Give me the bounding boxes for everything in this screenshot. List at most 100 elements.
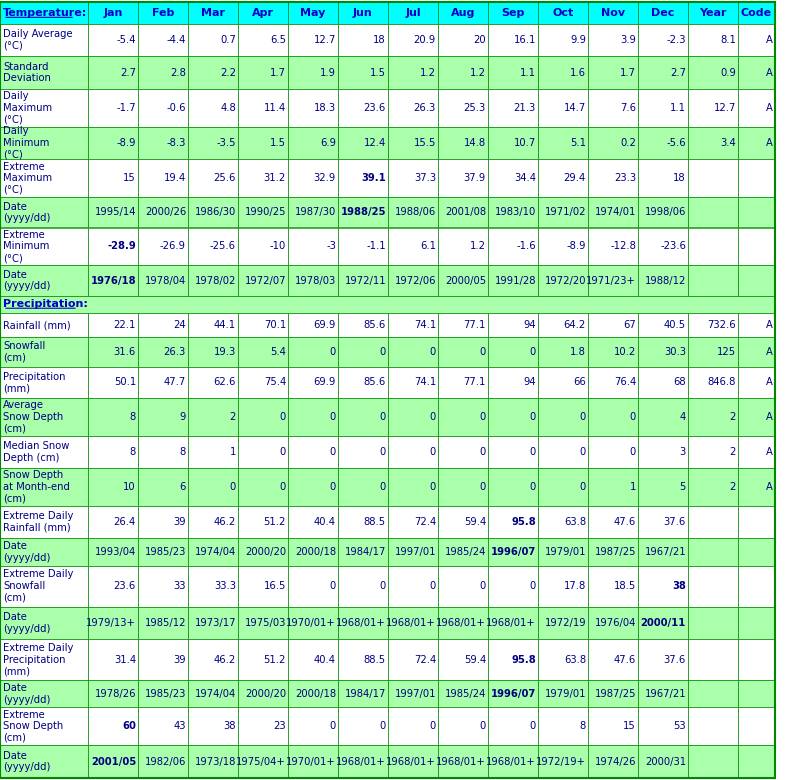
Text: 1983/10: 1983/10	[495, 207, 536, 218]
Text: 30.3: 30.3	[664, 347, 686, 357]
Bar	[738, 566, 775, 607]
Text: 2000/18: 2000/18	[295, 689, 336, 699]
Bar	[88, 566, 138, 607]
Bar	[738, 337, 775, 367]
Text: 15.5: 15.5	[414, 138, 436, 148]
Text: Mar: Mar	[201, 8, 225, 18]
Text: 0: 0	[480, 482, 486, 492]
Bar	[138, 566, 188, 607]
Text: 2: 2	[729, 482, 736, 492]
Bar	[138, 265, 188, 296]
Bar	[738, 2, 775, 24]
Bar	[138, 159, 188, 197]
Text: 125: 125	[717, 347, 736, 357]
Bar	[488, 159, 538, 197]
Text: 12.4: 12.4	[363, 138, 386, 148]
Text: 1.1: 1.1	[520, 68, 536, 77]
Bar	[138, 56, 188, 89]
Bar	[538, 2, 588, 24]
Bar	[288, 159, 338, 197]
Text: 26.3: 26.3	[164, 347, 186, 357]
Text: 1982/06: 1982/06	[144, 757, 186, 767]
Text: 8: 8	[180, 447, 186, 457]
Bar	[738, 607, 775, 639]
Bar	[388, 566, 438, 607]
Bar	[188, 337, 238, 367]
Bar	[438, 265, 488, 296]
Bar	[388, 746, 438, 778]
Bar	[388, 265, 438, 296]
Text: 8.1: 8.1	[720, 35, 736, 45]
Bar	[88, 24, 138, 56]
Bar	[538, 506, 588, 538]
Bar	[538, 197, 588, 228]
Bar	[738, 707, 775, 746]
Text: 94: 94	[524, 320, 536, 330]
Bar	[88, 398, 138, 435]
Bar	[338, 746, 388, 778]
Bar	[88, 126, 138, 159]
Bar	[688, 197, 738, 228]
Bar	[188, 639, 238, 680]
Text: -28.9: -28.9	[108, 242, 136, 251]
Bar	[738, 639, 775, 680]
Bar	[238, 707, 288, 746]
Bar	[88, 607, 138, 639]
Bar	[738, 265, 775, 296]
Bar	[438, 197, 488, 228]
Text: 1: 1	[630, 482, 636, 492]
Bar	[288, 680, 338, 707]
Text: 0.2: 0.2	[620, 138, 636, 148]
Text: 2.8: 2.8	[170, 68, 186, 77]
Text: 1.5: 1.5	[370, 68, 386, 77]
Text: 3.4: 3.4	[721, 138, 736, 148]
Bar	[738, 313, 775, 337]
Text: Extreme Daily
Snowfall
(cm): Extreme Daily Snowfall (cm)	[3, 569, 73, 603]
Text: Feb: Feb	[152, 8, 174, 18]
Bar	[238, 126, 288, 159]
Bar	[238, 197, 288, 228]
Bar	[688, 607, 738, 639]
Bar	[638, 2, 688, 24]
Bar	[688, 313, 738, 337]
Text: 40.5: 40.5	[664, 320, 686, 330]
Text: 47.6: 47.6	[614, 654, 636, 665]
Text: A: A	[766, 378, 773, 388]
Text: -1.6: -1.6	[517, 242, 536, 251]
Bar	[438, 538, 488, 566]
Bar	[638, 566, 688, 607]
Text: 53: 53	[674, 722, 686, 732]
Text: 46.2: 46.2	[214, 654, 236, 665]
Text: 1984/17: 1984/17	[345, 689, 386, 699]
Text: 0: 0	[429, 722, 436, 732]
Text: 1985/12: 1985/12	[144, 618, 186, 628]
Bar	[738, 398, 775, 435]
Bar	[338, 707, 388, 746]
Bar	[238, 639, 288, 680]
Bar	[688, 159, 738, 197]
Bar	[0, 228, 88, 265]
Bar	[88, 506, 138, 538]
Text: 0: 0	[480, 581, 486, 591]
Bar	[188, 56, 238, 89]
Text: A: A	[766, 138, 773, 148]
Bar	[438, 159, 488, 197]
Bar	[188, 468, 238, 506]
Text: 1974/01: 1974/01	[594, 207, 636, 218]
Text: 2.2: 2.2	[220, 68, 236, 77]
Text: 70.1: 70.1	[264, 320, 286, 330]
Text: A: A	[766, 320, 773, 330]
Bar	[338, 159, 388, 197]
Text: Precipitation
(mm): Precipitation (mm)	[3, 371, 65, 393]
Bar	[138, 506, 188, 538]
Text: 17.8: 17.8	[564, 581, 586, 591]
Bar	[138, 197, 188, 228]
Text: 1979/01: 1979/01	[545, 547, 586, 557]
Text: 1972/20: 1972/20	[545, 275, 586, 285]
Bar	[738, 126, 775, 159]
Text: 0: 0	[330, 412, 336, 421]
Text: Date
(yyyy/dd): Date (yyyy/dd)	[3, 270, 50, 292]
Text: 1996/07: 1996/07	[491, 689, 536, 699]
Bar	[438, 607, 488, 639]
Text: 1.2: 1.2	[420, 68, 436, 77]
